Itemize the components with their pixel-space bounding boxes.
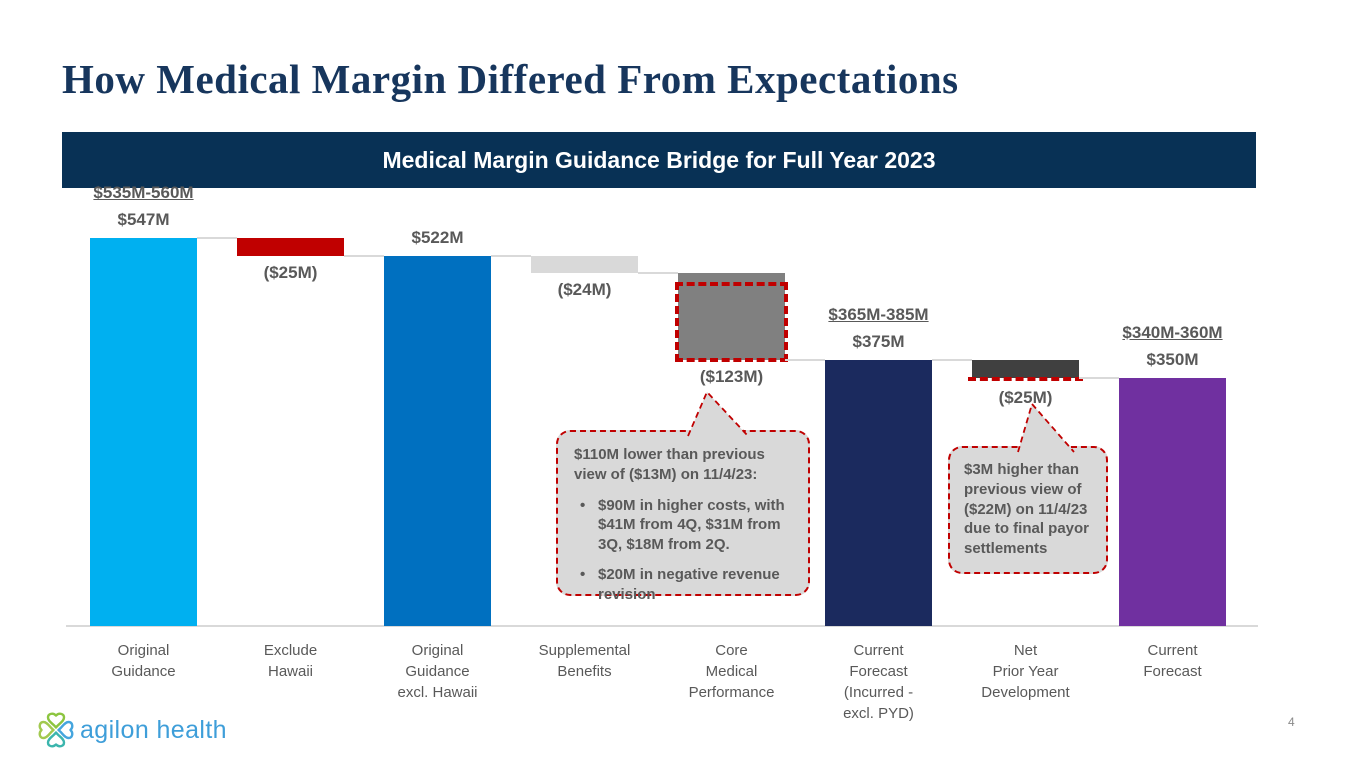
connector-line xyxy=(932,359,972,361)
value-label-net-prior-year-development: ($25M) xyxy=(998,387,1053,407)
category-label-core-medical-performance: Core Medical Performance xyxy=(688,642,775,701)
connector-line xyxy=(344,254,384,257)
connector-line xyxy=(491,254,531,257)
callout-bullet-text: $90M in higher costs, with $41M from 4Q,… xyxy=(598,496,785,554)
bar-core-medical-performance xyxy=(678,272,785,360)
category-label-original-guidance: Original Guidance xyxy=(111,642,176,680)
bar-original-guidance xyxy=(90,238,197,626)
callout-heading: $110M lower than previous view of ($13M)… xyxy=(574,446,765,483)
callout-bullet-text: $20M in negative revenue revision xyxy=(598,565,780,603)
category-label-original-guidance-excl-hawaii: Original Guidance excl. Hawaii xyxy=(397,642,478,701)
connector-line xyxy=(1079,376,1119,379)
callout-prior-year-development: $3M higher than previous view of ($22M) … xyxy=(948,446,1108,574)
category-label-current-forecast-incurred: Current Forecast (Incurred - excl. PYD) xyxy=(843,642,914,722)
callout-core-medical-performance: $110M lower than previous view of ($13M)… xyxy=(556,430,810,603)
connector-line xyxy=(197,237,237,239)
value-label-core-medical-performance: ($123M) xyxy=(699,367,764,386)
value-label-original-guidance: $547M xyxy=(117,210,170,229)
agilon-clover-hearts-icon xyxy=(38,712,74,748)
page-title: How Medical Margin Differed From Expecta… xyxy=(62,56,959,102)
connector-line xyxy=(785,359,825,361)
value-label-supplemental-benefits: ($24M) xyxy=(557,279,612,299)
connector-line xyxy=(638,271,678,274)
chart-title-banner: Medical Margin Guidance Bridge for Full … xyxy=(62,132,1256,188)
callout-bullet: $90M in higher costs, with $41M from 4Q,… xyxy=(574,496,794,555)
range-label-original-guidance: $535M-560M xyxy=(93,183,194,202)
bullet-icon xyxy=(574,565,598,605)
range-label-current-forecast-incurred: $365M-385M xyxy=(828,305,929,324)
revision-highlight-box xyxy=(675,281,788,362)
range-label-current-forecast: $340M-360M xyxy=(1122,322,1223,342)
callout-text: $3M higher than previous view of ($22M) … xyxy=(964,461,1090,558)
callout-bullet: $20M in negative revenue revision xyxy=(574,565,794,605)
value-label-current-forecast: $350M xyxy=(1146,349,1199,369)
category-label-net-prior-year-development: Net Prior Year Development xyxy=(981,642,1070,701)
chart-title: Medical Margin Guidance Bridge for Full … xyxy=(382,146,936,173)
category-label-current-forecast: Current Forecast xyxy=(1143,642,1202,680)
bar-supplemental-benefits xyxy=(531,255,638,273)
value-label-current-forecast-incurred: $375M xyxy=(852,332,905,351)
bar-exclude-hawaii xyxy=(237,238,344,256)
x-axis-line xyxy=(66,625,1258,627)
company-logo: agilon health xyxy=(38,712,227,748)
bar-current-forecast xyxy=(1119,377,1226,626)
bar-net-prior-year-development xyxy=(972,360,1079,378)
page-number: 4 xyxy=(1288,715,1295,729)
company-logo-text: agilon health xyxy=(80,715,227,744)
category-label-exclude-hawaii: Exclude Hawaii xyxy=(263,642,318,680)
value-label-original-guidance-excl-hawaii: $522M xyxy=(411,227,464,247)
value-label-exclude-hawaii: ($25M) xyxy=(263,262,318,282)
bullet-icon xyxy=(574,496,598,555)
bar-original-guidance-excl-hawaii xyxy=(384,255,491,626)
category-label-supplemental-benefits: Supplemental Benefits xyxy=(538,642,631,680)
bar-current-forecast-incurred xyxy=(825,360,932,626)
revision-highlight-line xyxy=(968,376,1083,381)
